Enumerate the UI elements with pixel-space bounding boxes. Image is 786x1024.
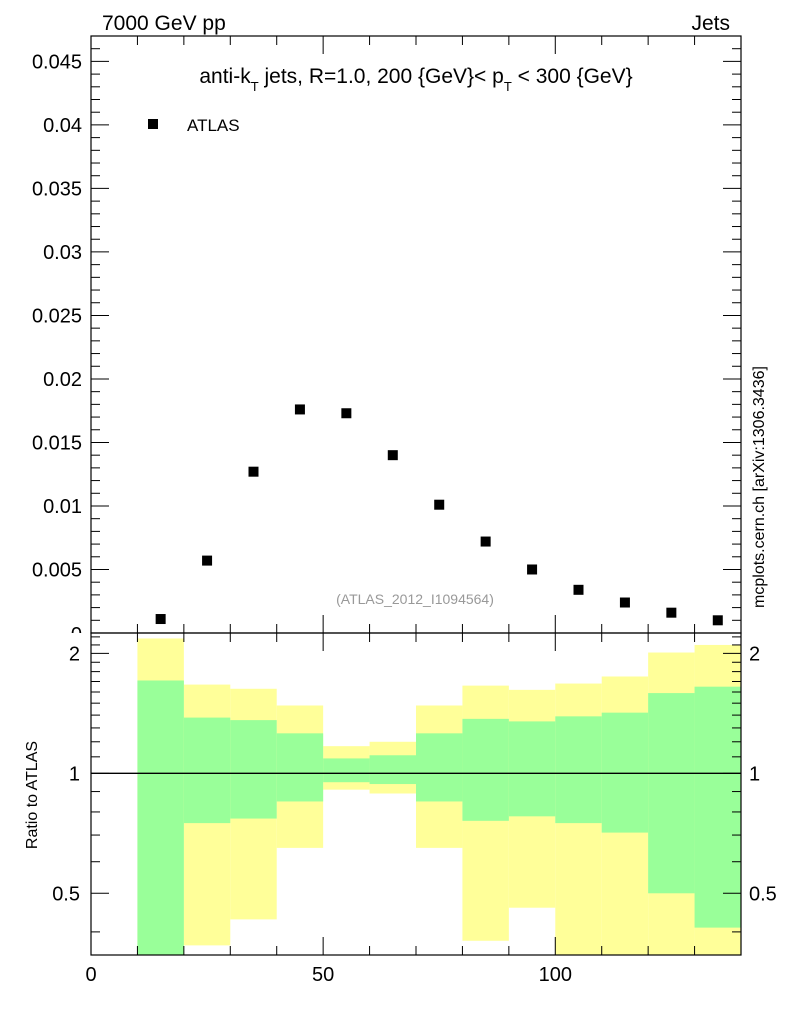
y-tick-label: 0.04 (43, 115, 82, 137)
chart-title-part: < 300 {GeV} (512, 65, 633, 88)
y-tick-label: 0 (71, 624, 82, 646)
y-tick-label: 0.02 (43, 369, 82, 391)
legend-label: ATLAS (187, 116, 240, 135)
uncertainty-band-bin (508, 721, 556, 817)
uncertainty-band-bin (137, 680, 184, 955)
chart-title-part: T (251, 79, 259, 94)
uncertainty-band-bin (694, 686, 741, 928)
data-point (294, 404, 305, 415)
x-tick-label: 50 (312, 964, 334, 986)
ratio-plot: 0.5 0.5 1 1 2 2 0 50 100 Ratio to ATLAS (24, 632, 777, 986)
ratio-y-tick-label-right: 2 (749, 643, 760, 665)
main-plot: 0.005 0.01 0.015 0.02 0.025 0.03 0.035 0.04 0.04… (32, 35, 742, 646)
data-point (619, 597, 630, 608)
side-credit: mcplots.cern.ch [arXiv:1306.3436] (751, 366, 768, 608)
analysis-watermark: (ATLAS_2012_I1094564) (336, 591, 494, 607)
ratio-y-axis-label: Ratio to ATLAS (24, 741, 41, 849)
chart-title-part: jets, R=1.0, 200 {GeV}< p (259, 65, 504, 88)
uncertainty-band-bin (183, 717, 231, 824)
data-point (666, 607, 677, 618)
ratio-y-tick-label-left: 2 (69, 643, 80, 665)
data-point (202, 555, 213, 566)
uncertainty-band-bin (230, 720, 277, 819)
y-tick-label: 0.03 (43, 242, 82, 264)
energy-label: 7000 GeV pp (102, 12, 226, 35)
y-tick-label: 0.035 (32, 178, 82, 200)
y-tick-label: 0.01 (43, 496, 82, 518)
chart-title-part: T (504, 79, 512, 94)
x-tick-label: 0 (85, 964, 96, 986)
ratio-y-tick-label-right: 1 (749, 763, 760, 785)
uncertainty-band-bin (416, 733, 463, 802)
uncertainty-band-bin (555, 716, 602, 824)
y-tick-label: 0.015 (32, 432, 82, 454)
data-point (712, 615, 723, 626)
uncertainty-band-bin (276, 733, 324, 802)
data-point (155, 614, 166, 625)
data-point (573, 584, 584, 595)
chart-title-part: anti-k (199, 65, 251, 88)
category-label: Jets (691, 12, 730, 35)
data-point (434, 499, 445, 510)
y-tick-label: 0.025 (32, 305, 82, 327)
uncertainty-band-bin (601, 712, 649, 833)
data-point (248, 466, 259, 477)
data-point (387, 450, 398, 461)
x-tick-label: 100 (539, 964, 572, 986)
ratio-y-tick-label-left: 0.5 (52, 883, 80, 905)
data-point (341, 408, 352, 419)
uncertainty-band-bin (323, 758, 370, 783)
uncertainty-band-bin (369, 755, 416, 785)
data-point (527, 564, 538, 575)
ratio-y-tick-label-right: 0.5 (749, 883, 777, 905)
y-tick-label: 0.005 (32, 559, 82, 581)
chart-title: anti-kT jets, R=1.0, 200 {GeV}< pT < 300… (199, 65, 632, 94)
data-point (480, 536, 491, 547)
uncertainty-band-bin (462, 718, 509, 821)
y-tick-label: 0.045 (32, 51, 82, 73)
ratio-y-tick-label-left: 1 (69, 763, 80, 785)
uncertainty-band-bin (648, 693, 695, 894)
legend-marker (148, 119, 158, 129)
